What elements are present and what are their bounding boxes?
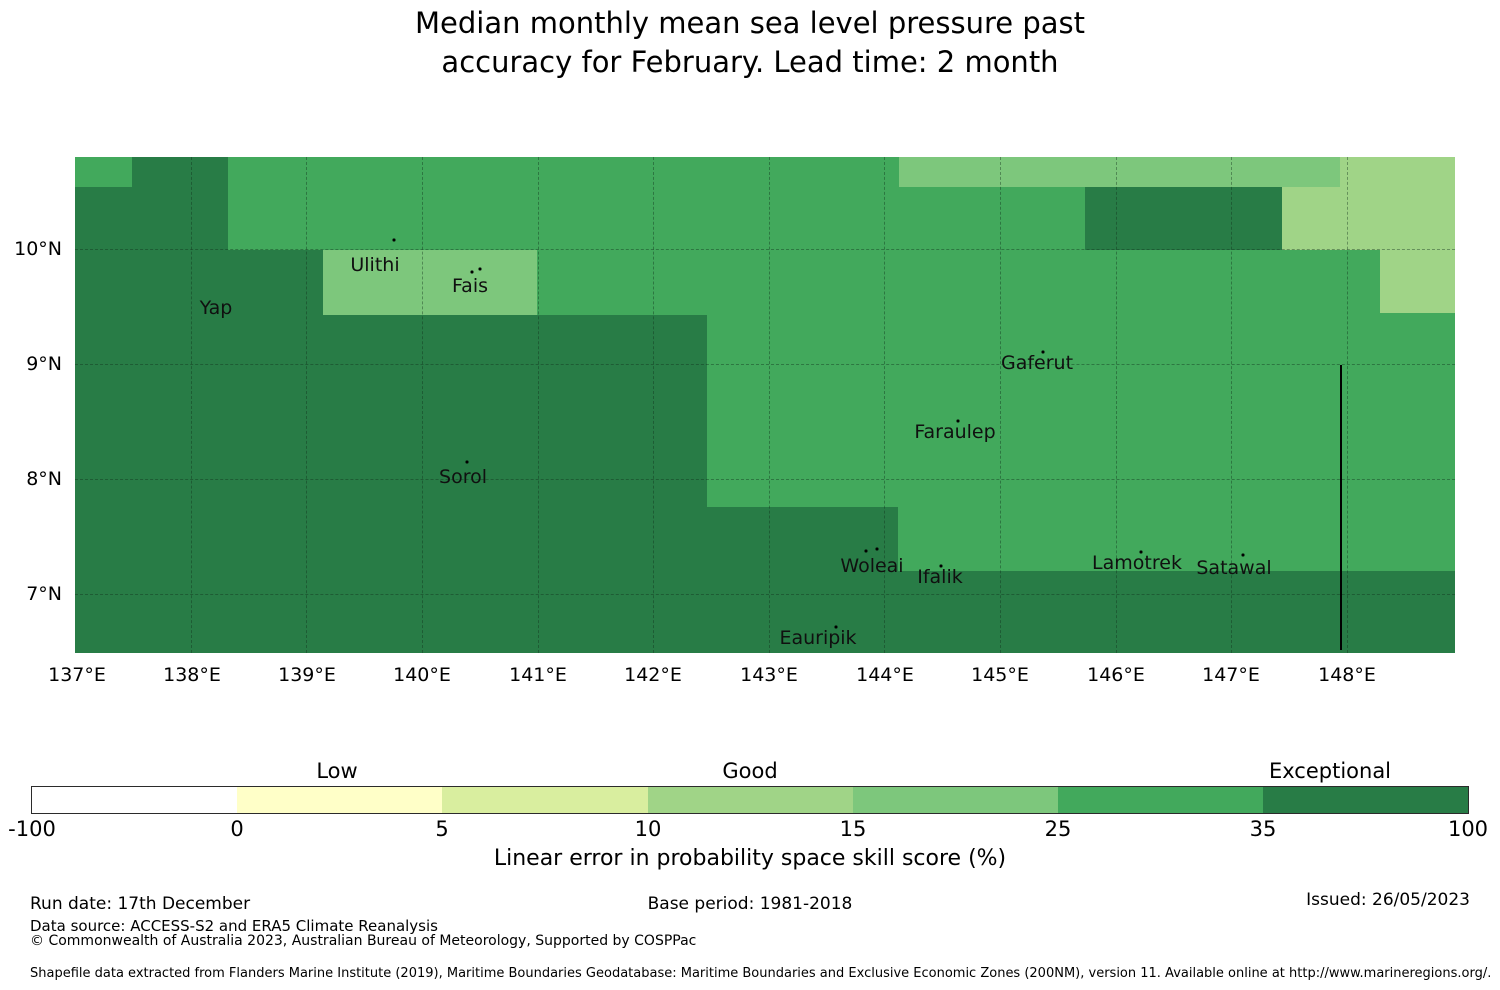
skill-region-35-100 xyxy=(132,157,228,187)
chart-title-line1: Median monthly mean sea level pressure p… xyxy=(415,6,1085,40)
meridian-gridline xyxy=(306,157,308,653)
parallel-gridline xyxy=(75,593,1455,595)
skill-region-10-15 xyxy=(1340,157,1455,187)
island-marker-fais xyxy=(470,270,474,274)
data-source-text: Data source: ACCESS-S2 and ERA5 Climate … xyxy=(30,917,438,935)
y-axis-tick-label: 9°N xyxy=(26,353,62,375)
meridian-gridline xyxy=(653,157,655,653)
island-label-ulithi: Ulithi xyxy=(350,254,400,276)
skill-region-35-100 xyxy=(75,187,228,250)
island-marker-satawal xyxy=(1241,553,1245,557)
island-label-faraulep: Faraulep xyxy=(914,421,996,443)
skill-region-15-25 xyxy=(899,157,1340,187)
x-axis-tick-label: 141°E xyxy=(509,664,567,686)
colorbar-tick-label: 0 xyxy=(230,817,244,841)
colorbar-tick-label: 25 xyxy=(1044,817,1072,841)
colorbar-segment-0-5 xyxy=(237,787,442,813)
base-period-text: Base period: 1981-2018 xyxy=(647,894,853,914)
x-axis-tick-label: 144°E xyxy=(856,664,914,686)
colorbar-segment-5-10 xyxy=(442,787,648,813)
island-marker-faraulep xyxy=(956,419,960,423)
meridian-gridline xyxy=(768,157,770,653)
meridian-gridline xyxy=(1000,157,1001,653)
x-axis-tick-label: 146°E xyxy=(1087,664,1145,686)
x-axis-tick-label: 142°E xyxy=(624,664,682,686)
colorbar-segment-25-35 xyxy=(1058,787,1263,813)
skill-region-35-100 xyxy=(1085,187,1282,250)
colorbar-category-good: Good xyxy=(722,759,778,783)
colorbar-tick-label: 100 xyxy=(1447,817,1489,841)
colorbar-segment-35-100 xyxy=(1263,787,1468,813)
island-label-lamotrek: Lamotrek xyxy=(1092,552,1182,574)
y-axis-tick-label: 8°N xyxy=(26,467,62,490)
colorbar-tick-label: 15 xyxy=(839,817,867,841)
chart-title: Median monthly mean sea level pressure p… xyxy=(0,4,1500,82)
island-marker-sorol xyxy=(465,460,469,464)
skill-region-10-15 xyxy=(1380,250,1455,313)
copyright-text: © Commonwealth of Australia 2023, Austra… xyxy=(30,933,697,949)
island-marker-ulithi xyxy=(392,238,396,242)
island-label-woleai: Woleai xyxy=(840,555,904,577)
skill-region-35-100 xyxy=(75,315,707,507)
skill-region-35-100 xyxy=(75,571,1455,653)
meridian-gridline xyxy=(190,157,192,653)
shapefile-credit-text: Shapefile data extracted from Flanders M… xyxy=(30,966,1492,981)
island-marker-eauripik xyxy=(834,625,838,629)
island-label-sorol: Sorol xyxy=(439,466,487,488)
island-label-fais: Fais xyxy=(451,275,489,297)
y-axis-tick-label: 10°N xyxy=(14,238,62,260)
colorbar-segment-10-15 xyxy=(648,787,853,813)
parallel-gridline xyxy=(75,478,1455,480)
skill-region-10-15 xyxy=(1282,187,1455,250)
parallel-gridline xyxy=(75,249,1455,250)
meridian-gridline xyxy=(537,157,539,653)
skill-region-35-100 xyxy=(75,507,898,571)
meridian-gridline xyxy=(1231,157,1233,653)
meridian-gridline xyxy=(421,157,423,653)
island-label-satawal: Satawal xyxy=(1196,557,1272,579)
x-axis-tick-label: 140°E xyxy=(393,664,451,686)
colorbar xyxy=(31,786,1469,814)
island-marker-ifalik xyxy=(939,564,943,568)
colorbar-tick-label: 10 xyxy=(634,817,662,841)
x-axis-tick-label: 145°E xyxy=(971,664,1029,686)
colorbar-segment-under-0 xyxy=(32,787,237,813)
parallel-gridline xyxy=(75,364,1455,365)
colorbar-category-low: Low xyxy=(316,759,358,783)
x-axis-tick-label: 147°E xyxy=(1202,664,1260,686)
eez-boundary-line xyxy=(1340,365,1342,650)
colorbar-axis-label: Linear error in probability space skill … xyxy=(493,846,1007,871)
island-label-gaferut: Gaferut xyxy=(1000,352,1074,374)
y-axis-tick-label: 7°N xyxy=(26,582,62,605)
colorbar-tick-label: 35 xyxy=(1249,817,1277,841)
island-marker-gaferut xyxy=(1041,350,1045,354)
island-marker-fais xyxy=(478,267,482,271)
meridian-gridline xyxy=(1115,157,1117,653)
colorbar-tick-label: -100 xyxy=(8,817,56,841)
x-axis-tick-label: 143°E xyxy=(740,664,798,686)
x-axis-tick-label: 139°E xyxy=(278,664,336,686)
map-area: Yap Ulithi Fais Sorol Gaferut Faraulep Woleai I… xyxy=(75,157,1455,653)
island-marker-woleai xyxy=(864,549,868,553)
skill-region-15-25 xyxy=(323,250,537,315)
colorbar-category-exceptional: Exceptional xyxy=(1268,759,1392,783)
x-axis-tick-label: 148°E xyxy=(1318,664,1376,686)
issued-date-text: Issued: 26/05/2023 xyxy=(1306,890,1470,910)
meridian-gridline xyxy=(1346,157,1348,653)
meridian-gridline xyxy=(884,157,886,653)
island-label-yap: Yap xyxy=(199,297,233,319)
colorbar-segment-15-25 xyxy=(853,787,1058,813)
island-label-eauripik: Eauripik xyxy=(779,627,857,649)
skill-region-35-100 xyxy=(75,250,323,315)
run-date-text: Run date: 17th December xyxy=(30,894,251,914)
island-marker-lamotrek xyxy=(1139,550,1143,554)
x-axis-tick-label: 138°E xyxy=(163,664,221,686)
chart-title-line2: accuracy for February. Lead time: 2 mont… xyxy=(441,45,1059,79)
x-axis-tick-label: 137°E xyxy=(48,664,106,686)
colorbar-tick-label: 5 xyxy=(435,817,449,841)
island-label-ifalik: Ifalik xyxy=(917,566,963,588)
island-marker-woleai xyxy=(875,547,879,551)
